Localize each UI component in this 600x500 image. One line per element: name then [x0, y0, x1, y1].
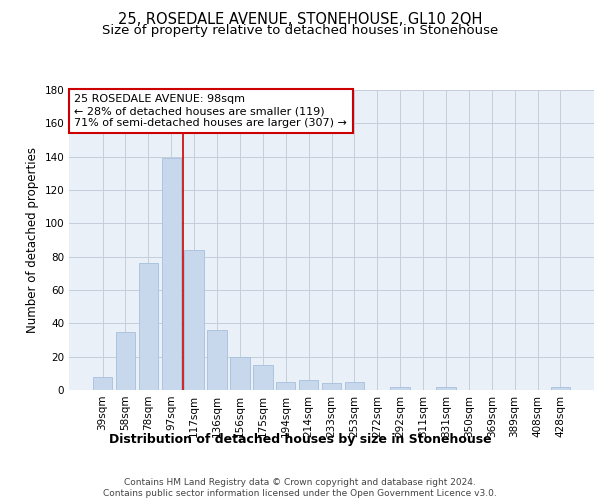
- Text: 25, ROSEDALE AVENUE, STONEHOUSE, GL10 2QH: 25, ROSEDALE AVENUE, STONEHOUSE, GL10 2Q…: [118, 12, 482, 28]
- Y-axis label: Number of detached properties: Number of detached properties: [26, 147, 39, 333]
- Bar: [230, 356, 250, 390]
- Bar: [322, 384, 341, 390]
- Bar: [161, 158, 181, 390]
- Text: Size of property relative to detached houses in Stonehouse: Size of property relative to detached ho…: [102, 24, 498, 37]
- Bar: [344, 382, 364, 390]
- Text: Distribution of detached houses by size in Stonehouse: Distribution of detached houses by size …: [109, 432, 491, 446]
- Bar: [208, 330, 227, 390]
- Bar: [299, 380, 319, 390]
- Bar: [93, 376, 112, 390]
- Bar: [116, 332, 135, 390]
- Bar: [551, 386, 570, 390]
- Bar: [139, 264, 158, 390]
- Text: Contains HM Land Registry data © Crown copyright and database right 2024.
Contai: Contains HM Land Registry data © Crown c…: [103, 478, 497, 498]
- Bar: [184, 250, 204, 390]
- Bar: [253, 365, 272, 390]
- Bar: [436, 386, 455, 390]
- Bar: [391, 386, 410, 390]
- Text: 25 ROSEDALE AVENUE: 98sqm
← 28% of detached houses are smaller (119)
71% of semi: 25 ROSEDALE AVENUE: 98sqm ← 28% of detac…: [74, 94, 347, 128]
- Bar: [276, 382, 295, 390]
